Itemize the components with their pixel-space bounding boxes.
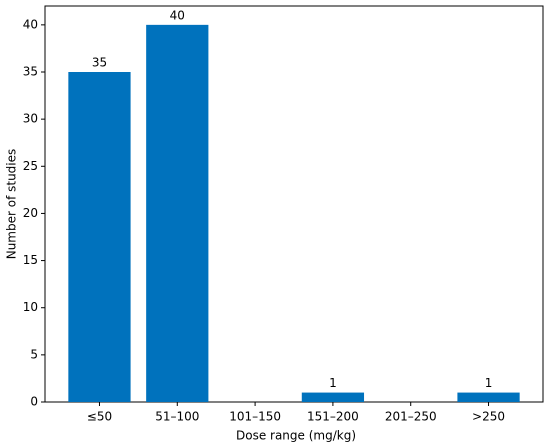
- x-tick-label: 101–150: [229, 410, 281, 424]
- x-tick-label: ≤50: [87, 410, 112, 424]
- x-tick-label: >250: [472, 410, 505, 424]
- y-axis-label: Number of studies: [5, 149, 19, 260]
- x-axis-label: Dose range (mg/kg): [236, 429, 356, 443]
- y-tick-label: 40: [23, 17, 38, 31]
- bar: [68, 72, 131, 402]
- y-tick-label: 15: [23, 253, 38, 267]
- x-tick-label: 51–100: [155, 410, 199, 424]
- bar: [457, 392, 520, 402]
- bar: [301, 392, 365, 402]
- y-tick-label: 20: [23, 206, 38, 220]
- y-tick-label: 35: [23, 65, 38, 79]
- y-tick-label: 25: [23, 159, 38, 173]
- data-label: 1: [485, 376, 493, 390]
- y-tick-label: 0: [30, 395, 38, 409]
- x-tick-label: 151–200: [307, 410, 359, 424]
- plot-frame: [44, 5, 544, 403]
- data-label: 40: [170, 8, 185, 22]
- x-tick-label: 201–250: [385, 410, 437, 424]
- data-label: 1: [329, 376, 337, 390]
- y-tick-label: 5: [30, 347, 38, 361]
- data-label: 35: [92, 56, 107, 70]
- y-tick-label: 10: [23, 300, 38, 314]
- bar: [146, 24, 209, 402]
- y-tick-label: 30: [23, 112, 38, 126]
